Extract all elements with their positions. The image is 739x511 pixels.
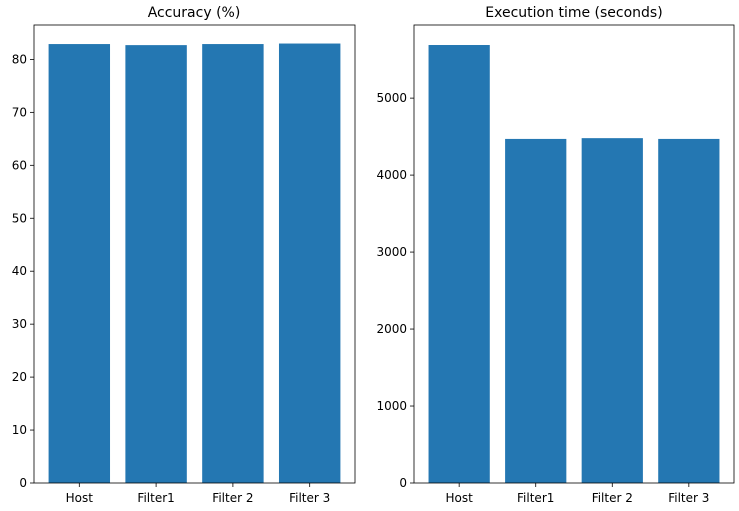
execution-time-plot-frame <box>413 24 735 484</box>
execution-time-bar-1 <box>428 45 490 483</box>
execution-time-y-tick-label: 3000 <box>376 245 407 259</box>
accuracy-y-tick-label: 40 <box>12 264 27 278</box>
accuracy-bar-2 <box>125 45 187 483</box>
execution-time-y-tick-label: 1000 <box>376 399 407 413</box>
accuracy-y-tick-label: 80 <box>12 52 27 66</box>
execution-time-y-tick-label: 5000 <box>376 91 407 105</box>
execution-time-chart-panel: Execution time (seconds) Host Filter1 Filt… <box>376 5 735 505</box>
accuracy-y-tick-label: 0 <box>19 476 27 490</box>
accuracy-x-tick-label: Filter 3 <box>289 491 330 505</box>
execution-time-x-tick-label: Host <box>446 491 474 505</box>
accuracy-bars <box>48 43 341 483</box>
accuracy-plot-frame <box>33 24 356 484</box>
execution-time-y-ticks: 0 1000 2000 3000 4000 5000 <box>376 91 414 490</box>
accuracy-x-tick-label: Filter1 <box>137 491 174 505</box>
execution-time-bar-3 <box>581 138 643 483</box>
execution-time-y-tick-label: 2000 <box>376 322 407 336</box>
execution-time-x-tick-label: Filter 3 <box>668 491 709 505</box>
accuracy-y-tick-label: 20 <box>12 370 27 384</box>
accuracy-x-tick-label: Host <box>66 491 94 505</box>
execution-time-bars <box>428 45 720 484</box>
accuracy-bar-3 <box>202 44 264 483</box>
accuracy-y-tick-label: 50 <box>12 211 27 225</box>
execution-time-bar-2 <box>505 138 567 484</box>
accuracy-bar-4 <box>278 43 341 483</box>
execution-time-x-ticks: Host Filter1 Filter 2 Filter 3 <box>446 483 709 505</box>
accuracy-y-tick-label: 10 <box>12 423 27 437</box>
execution-time-chart-title: Execution time (seconds) <box>485 5 662 21</box>
accuracy-x-ticks: Host Filter1 Filter 2 Filter 3 <box>66 483 330 505</box>
accuracy-chart-panel: Accuracy (%) Host Filter1 Filter 2 Filter 3… <box>12 5 356 505</box>
accuracy-bar-1 <box>48 44 111 483</box>
accuracy-y-tick-label: 70 <box>12 105 27 119</box>
execution-time-x-tick-label: Filter 2 <box>592 491 633 505</box>
execution-time-x-tick-label: Filter1 <box>517 491 554 505</box>
accuracy-x-tick-label: Filter 2 <box>212 491 253 505</box>
execution-time-bar-4 <box>658 138 720 484</box>
accuracy-chart-title: Accuracy (%) <box>148 5 241 21</box>
execution-time-y-tick-label: 0 <box>399 476 407 490</box>
accuracy-y-ticks: 0 10 20 30 40 50 60 70 80 <box>12 52 34 490</box>
accuracy-y-tick-label: 30 <box>12 317 27 331</box>
execution-time-y-tick-label: 4000 <box>376 168 407 182</box>
accuracy-y-tick-label: 60 <box>12 158 27 172</box>
